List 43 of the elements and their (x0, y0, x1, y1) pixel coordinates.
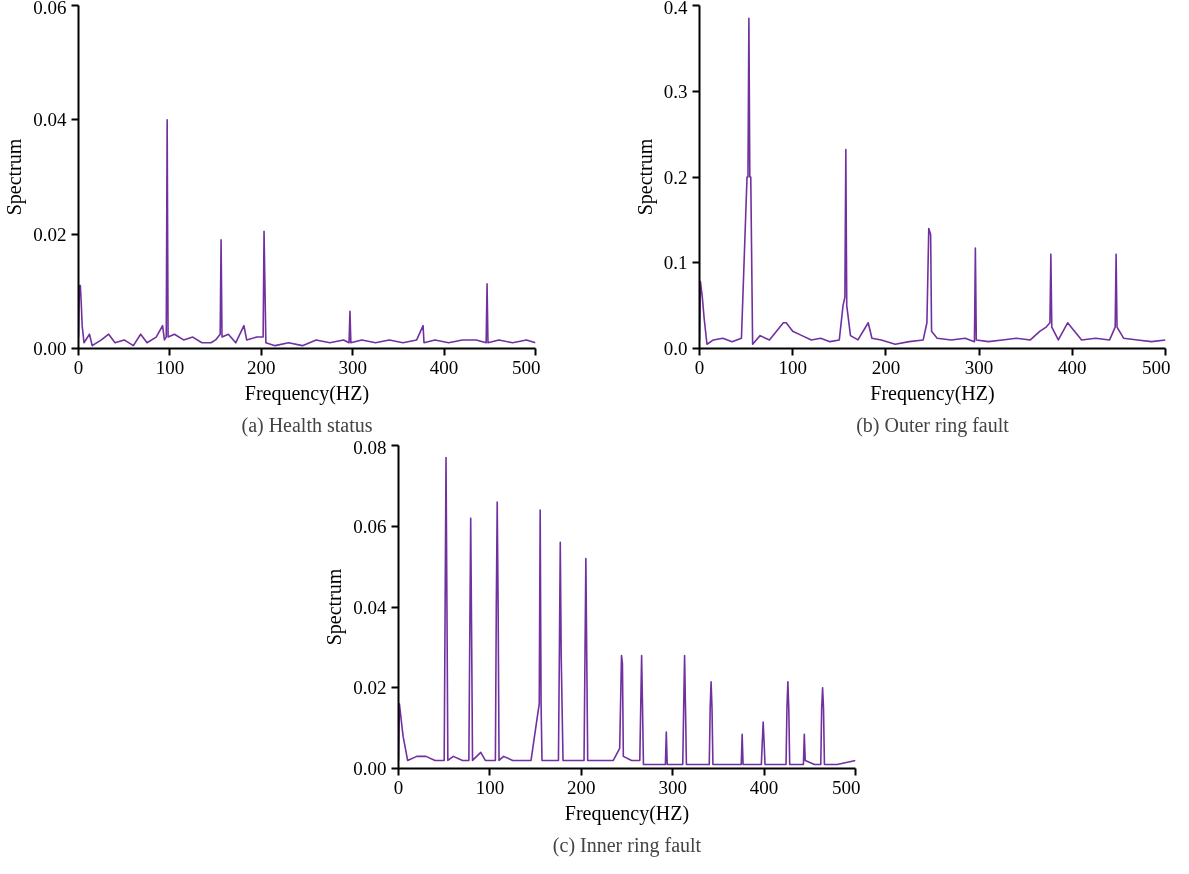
x-tick-label: 400 (749, 776, 779, 798)
x-tick-label: 300 (338, 356, 367, 378)
y-tick-label: 0.06 (33, 0, 67, 18)
text: (c) Inner ring fault (552, 833, 702, 857)
y-tick-label: 0.02 (353, 677, 387, 699)
line-series (398, 456, 856, 766)
x-tick-label: 0 (694, 356, 705, 378)
x-tick-label: 100 (778, 356, 807, 378)
x-tick-label: 100 (475, 776, 505, 798)
x-tick-label: 200 (247, 356, 276, 378)
x-axis-title: Frequency(HZ) (870, 381, 995, 405)
y-tick-label: 0.08 (353, 436, 387, 458)
x-tick-label: 400 (429, 356, 459, 378)
x-tick-label: 100 (155, 356, 185, 378)
x-tick-label: 200 (871, 356, 901, 378)
y-axis-title: Spectrum (3, 138, 27, 216)
y-tick-label: 0.4 (663, 0, 688, 18)
x-tick-label: 400 (1058, 356, 1087, 378)
x-tick-label: 500 (832, 776, 861, 798)
y-tick-label: 0.06 (353, 515, 387, 537)
y-tick-label: 0.1 (663, 252, 688, 274)
x-tick-label: 200 (567, 776, 596, 798)
x-axis-title: Frequency(HZ) (564, 801, 690, 825)
x-tick-label: 0 (393, 776, 404, 798)
y-tick-label: 0.3 (663, 80, 688, 102)
y-tick-label: 0.0 (663, 338, 688, 359)
y-tick-label: 0.00 (353, 758, 387, 779)
y-tick-label: 0.2 (663, 166, 688, 188)
text: (b) Outer ring fault (856, 413, 1010, 437)
y-tick-label: 0.04 (33, 109, 67, 131)
y-tick-label: 0.04 (353, 596, 387, 618)
y-tick-label: 0.00 (33, 338, 67, 359)
y-axis-title: Spectrum (633, 138, 657, 216)
y-axis-title: Spectrum (323, 568, 347, 646)
x-axis-title: Frequency(HZ) (244, 381, 370, 405)
x-tick-label: 300 (658, 776, 687, 798)
x-tick-label: 0 (73, 356, 84, 378)
x-tick-label: 300 (964, 356, 994, 378)
x-tick-label: 500 (512, 356, 541, 378)
text: (a) Health status (241, 413, 373, 437)
x-tick-label: 500 (1142, 356, 1171, 378)
y-tick-label: 0.02 (33, 223, 67, 245)
line-series (699, 17, 1166, 346)
